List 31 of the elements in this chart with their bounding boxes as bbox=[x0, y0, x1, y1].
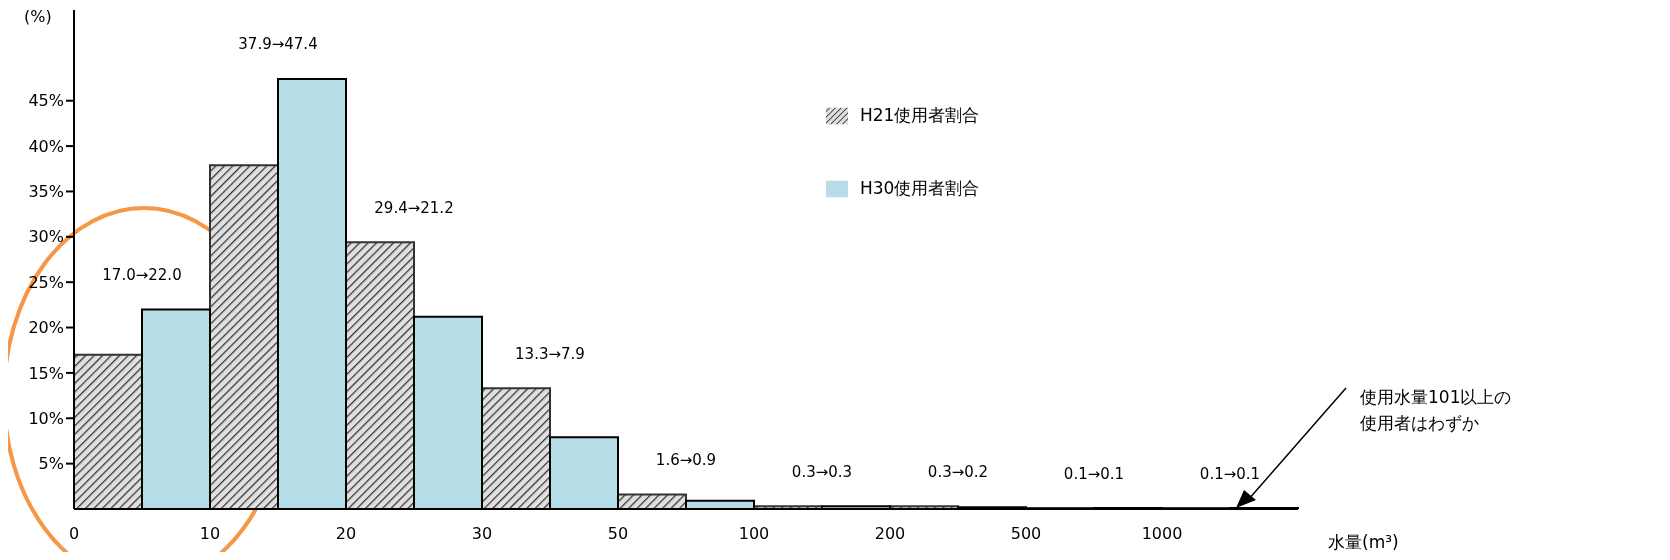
text: 500 bbox=[1010, 524, 1042, 543]
y-tick-label: 45% bbox=[28, 91, 64, 111]
text: 使用水量101以上の使用者はわずか bbox=[1360, 386, 1513, 435]
text: 1000 bbox=[1141, 524, 1183, 543]
text: 20 bbox=[335, 524, 357, 543]
y-tick-label: 35% bbox=[28, 182, 64, 202]
y-tick-label: 15% bbox=[28, 363, 64, 383]
annotation: 0.1→0.1 bbox=[1063, 464, 1125, 483]
text: 10 bbox=[199, 524, 221, 543]
text: 100 bbox=[738, 524, 770, 543]
legend-label: H30使用者割合 bbox=[860, 177, 980, 200]
annotation: 0.1→0.1 bbox=[1199, 464, 1261, 483]
y-tick-label: 5% bbox=[38, 454, 64, 474]
legend-label: H21使用者割合 bbox=[860, 104, 980, 127]
text: 200 bbox=[874, 524, 906, 543]
annotation: 29.4→21.2 bbox=[374, 198, 454, 217]
text: 50 bbox=[607, 524, 629, 543]
annotation: 37.9→47.4 bbox=[238, 35, 318, 54]
y-tick-label: 30% bbox=[28, 227, 64, 247]
annotation: 0.3→0.2 bbox=[927, 462, 989, 481]
y-tick-label: 20% bbox=[28, 318, 64, 338]
annotation: 1.6→0.9 bbox=[655, 450, 717, 469]
y-tick-label: 40% bbox=[28, 136, 64, 156]
y-tick-label: 10% bbox=[28, 408, 64, 428]
annotation: 17.0→22.0 bbox=[102, 265, 182, 284]
annotation: 0.3→0.3 bbox=[791, 462, 853, 481]
y-axis-title: (%) bbox=[24, 7, 52, 26]
annotation: 13.3→7.9 bbox=[515, 344, 585, 363]
text: 0 bbox=[68, 524, 80, 543]
text: 30 bbox=[471, 524, 493, 543]
x-axis-title: 水量(m³) bbox=[1328, 532, 1399, 552]
